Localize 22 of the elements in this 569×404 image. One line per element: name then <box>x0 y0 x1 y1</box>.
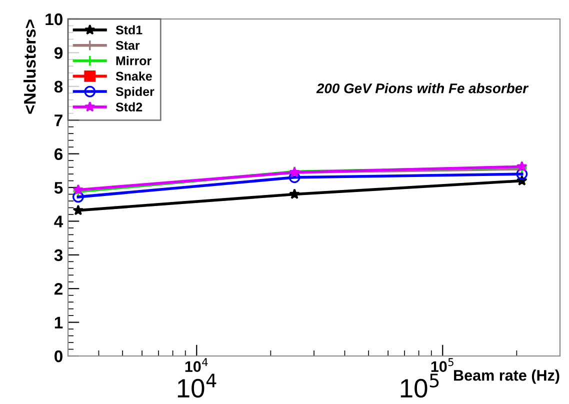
legend-label: Std2 <box>116 102 142 112</box>
y-tick-label: 3 <box>54 249 63 262</box>
legend-label: Spider <box>116 86 154 99</box>
text: 10$^{4}$ <box>178 374 216 398</box>
y-tick-label: 10 <box>46 13 62 26</box>
legend-label: Star <box>116 40 140 50</box>
y-tick-label: 7 <box>54 114 62 126</box>
legend-label: Std1 <box>116 25 142 34</box>
y-tick-label: 6 <box>54 148 63 160</box>
y-axis-title: <Nclusters> <box>24 20 36 114</box>
y-tick-label: 8 <box>54 80 63 93</box>
legend-label: Snake <box>116 71 152 81</box>
legend-label: Mirror <box>116 56 152 66</box>
y-tick-label: 0 <box>54 350 62 362</box>
text: 200 GeV Pions with Fe absorber <box>316 83 529 94</box>
y-tick-label: 5 <box>54 182 63 194</box>
text: 10$^{5}$ <box>400 374 439 398</box>
y-tick-label: 4 <box>54 216 64 228</box>
x-axis-title: Beam rate (Hz) <box>454 370 560 384</box>
y-tick-label: 1 <box>54 316 63 328</box>
y-tick-label: 9 <box>54 47 63 59</box>
y-tick-label: 2 <box>54 283 62 295</box>
